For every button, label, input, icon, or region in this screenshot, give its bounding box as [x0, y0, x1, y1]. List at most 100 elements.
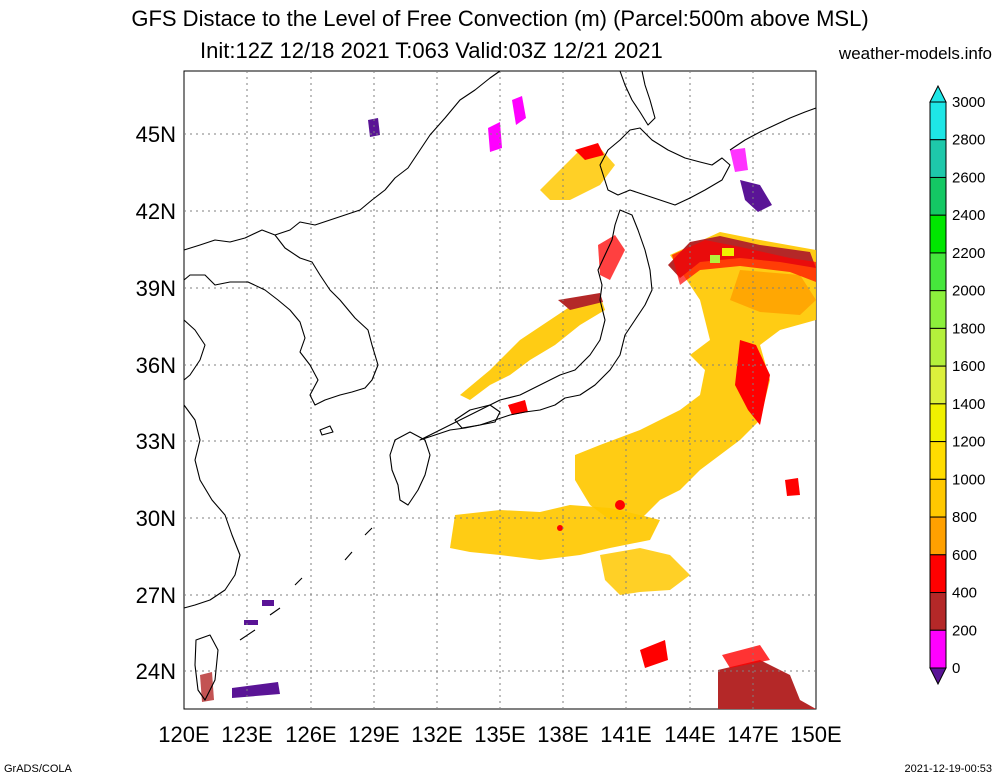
lon-label: 138E [537, 722, 588, 747]
east-magenta [785, 478, 800, 496]
colorbar-label: 2400 [952, 207, 985, 224]
north-purple [368, 118, 380, 137]
taiwan-coast [194, 634, 219, 701]
colorbar-segment [929, 592, 947, 631]
hokkaido-coast [599, 127, 731, 206]
site-credit: weather-models.info [838, 44, 992, 63]
colorbar-segment [929, 403, 947, 443]
lon-label: 123E [221, 722, 272, 747]
colorbar-label: 200 [952, 622, 977, 639]
north-magenta-2 [488, 122, 502, 152]
colorbar-segment [929, 516, 947, 556]
shikoku-coast [454, 404, 501, 429]
se-red-box [722, 645, 770, 668]
green-pixel [710, 255, 720, 263]
okinawa-purple [244, 620, 258, 625]
kyushu-coast [389, 431, 431, 506]
coastlines [183, 70, 817, 701]
lon-label: 120E [158, 722, 209, 747]
lon-label: 141E [600, 722, 651, 747]
hokkaido-red [575, 143, 604, 160]
lat-label: 30N [136, 506, 176, 531]
tohoku-red [598, 235, 625, 280]
lat-lon-grid [184, 71, 816, 709]
ryukyu-islands [239, 527, 373, 641]
lon-axis-labels: 120E 123E 126E 129E 132E 135E 138E 141E … [158, 722, 841, 747]
yellow-pixel [722, 248, 734, 256]
colorbar-label: 1000 [952, 471, 985, 488]
colorbar-segment [929, 176, 947, 216]
kuril-coast [729, 107, 817, 151]
kuril-field [740, 180, 772, 212]
kii-red [508, 400, 528, 415]
lat-label: 45N [136, 122, 176, 147]
hokkaido-west-field [540, 148, 615, 200]
se-brown-box [718, 660, 816, 709]
okinawa-purple-2 [262, 600, 274, 606]
footer-timestamp: 2021-12-19-00:53 [904, 763, 992, 775]
colorbar-label: 2600 [952, 169, 985, 186]
north-magenta [512, 96, 526, 125]
colorbar-segment [929, 365, 947, 405]
japan-sea-red [558, 293, 603, 310]
lat-label: 33N [136, 429, 176, 454]
south-red-spot-2 [557, 525, 563, 531]
colorbar-label: 2200 [952, 245, 985, 262]
title-line-2: Init:12Z 12/18 2021 T:063 Valid:03Z 12/2… [200, 38, 663, 63]
lon-label: 150E [790, 722, 841, 747]
title-line-1: GFS Distace to the Level of Free Convect… [131, 6, 869, 31]
colorbar-segment [929, 214, 947, 254]
lat-label: 39N [136, 276, 176, 301]
colorbar-segment [929, 441, 947, 480]
south-band-field-2 [600, 548, 690, 595]
korea-coast [183, 234, 379, 406]
colorbar-segment [929, 139, 947, 178]
colorbar-label: 0 [952, 660, 960, 677]
colorbar-segment [929, 101, 947, 141]
lat-label: 27N [136, 583, 176, 608]
taiwan-field [200, 672, 214, 702]
colorbar-label: 2800 [952, 132, 985, 149]
colorbar-label: 600 [952, 547, 977, 564]
colorbar-segment [929, 290, 947, 329]
lon-label: 147E [727, 722, 778, 747]
colorbar-label: 1400 [952, 396, 985, 413]
colorbar-label: 1800 [952, 320, 985, 337]
china-coast [183, 319, 206, 381]
colorbar-segment [929, 554, 947, 594]
ishigaki-purple [232, 682, 280, 698]
asia-mainland-coast [183, 70, 501, 251]
colorbar-label: 400 [952, 585, 977, 602]
kuril-magenta [730, 148, 748, 172]
colorbar-label: 1600 [952, 358, 985, 375]
colorbar-label: 3000 [952, 94, 985, 111]
lat-label: 36N [136, 353, 176, 378]
japan-sea-band [460, 295, 605, 400]
east-core-red-2 [672, 240, 816, 285]
colorbar-segment [929, 327, 947, 367]
honshu-coast [419, 209, 653, 441]
colorbar-segment [929, 252, 947, 292]
colorbar-label: 1200 [952, 434, 985, 451]
lon-label: 132E [411, 722, 462, 747]
colorbar-top-arrow [929, 84, 947, 103]
colorbar-bottom-arrow [929, 667, 947, 686]
colorbar: 3000280026002400220020001800160014001200… [929, 84, 985, 686]
colorbar-segment [929, 629, 947, 669]
lon-label: 129E [348, 722, 399, 747]
footer-credit: GrADS/COLA [4, 763, 72, 775]
south-band-field [450, 505, 660, 560]
lon-label: 135E [474, 722, 525, 747]
pacific-east-field-2 [730, 270, 816, 315]
colorbar-label: 800 [952, 509, 977, 526]
colorbar-label: 2000 [952, 283, 985, 300]
lat-label: 24N [136, 659, 176, 684]
jeju-coast [319, 425, 334, 436]
lon-label: 144E [664, 722, 715, 747]
sakhalin-coast [619, 70, 656, 126]
china-coast-2 [183, 404, 241, 609]
field-shading [200, 96, 816, 709]
lat-axis-labels: 45N 42N 39N 36N 33N 30N 27N 24N [136, 122, 176, 684]
colorbar-segment [929, 478, 947, 518]
